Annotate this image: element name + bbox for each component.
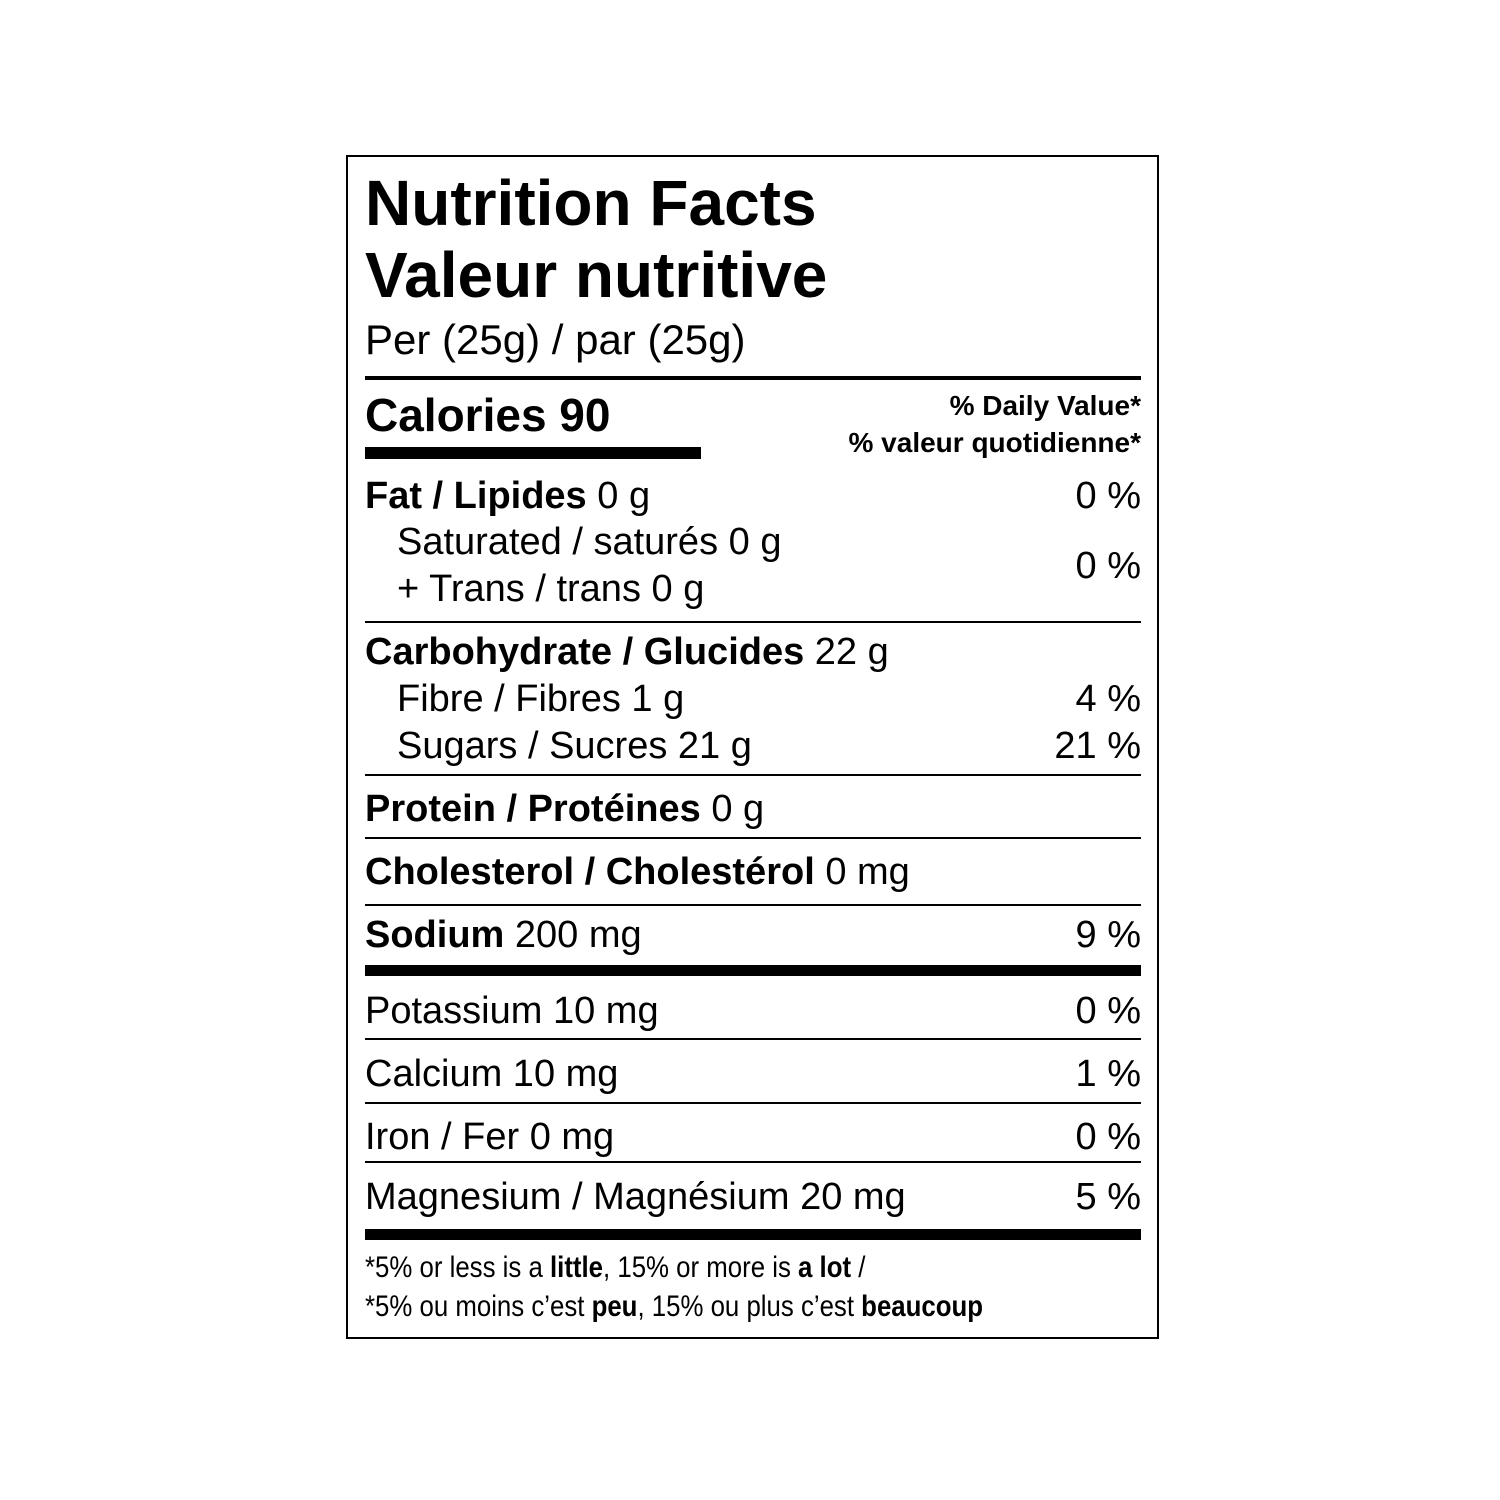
divider (365, 1161, 1141, 1163)
magnesium-dv: 5 % (1075, 1176, 1141, 1218)
calories: Calories 90 (365, 389, 611, 441)
nutrition-facts-panel: Nutrition Facts Valeur nutritive Per (25… (346, 155, 1159, 1339)
divider (365, 1038, 1141, 1040)
title-fr: Valeur nutritive (365, 239, 828, 311)
fat-row: Fat / Lipides 0 g (365, 475, 651, 517)
divider (365, 904, 1141, 906)
potassium-row: Potassium 10 mg (365, 990, 659, 1032)
fibre-row: Fibre / Fibres 1 g (397, 678, 685, 720)
divider (365, 837, 1141, 839)
carbohydrate-row: Carbohydrate / Glucides 22 g (365, 631, 889, 673)
magnesium-row: Magnesium / Magnésium 20 mg (365, 1176, 906, 1218)
divider (365, 621, 1141, 623)
potassium-dv: 0 % (1075, 990, 1141, 1032)
thick-divider (365, 1229, 1141, 1240)
protein-row: Protein / Protéines 0 g (365, 788, 765, 830)
cholesterol-row: Cholesterol / Cholestérol 0 mg (365, 851, 910, 893)
fat-dv: 0 % (1075, 475, 1141, 517)
calcium-row: Calcium 10 mg (365, 1053, 619, 1095)
title-en: Nutrition Facts (365, 167, 817, 239)
serving-size: Per (25g) / par (25g) (365, 316, 746, 363)
daily-value-header-en: % Daily Value* (949, 390, 1141, 421)
sodium-dv: 9 % (1075, 914, 1141, 956)
footnote-en: *5% or less is a little, 15% or more is … (365, 1251, 866, 1284)
footnote-fr: *5% ou moins c’est peu, 15% ou plus c’es… (365, 1290, 984, 1323)
saturated-trans-dv: 0 % (1075, 545, 1141, 587)
sugars-dv: 21 % (1054, 725, 1141, 767)
calcium-dv: 1 % (1075, 1053, 1141, 1095)
divider (365, 1102, 1141, 1104)
divider (365, 774, 1141, 776)
iron-dv: 0 % (1075, 1116, 1141, 1158)
daily-value-header-fr: % valeur quotidienne* (848, 427, 1142, 458)
saturated-row: Saturated / saturés 0 g (397, 521, 782, 563)
sodium-row: Sodium 200 mg (365, 914, 642, 956)
sugars-row: Sugars / Sucres 21 g (397, 725, 752, 767)
fibre-dv: 4 % (1075, 678, 1141, 720)
calories-bar (365, 447, 701, 459)
iron-row: Iron / Fer 0 mg (365, 1116, 615, 1158)
trans-row: + Trans / trans 0 g (397, 568, 705, 610)
divider (365, 376, 1141, 380)
thick-divider (365, 965, 1141, 976)
